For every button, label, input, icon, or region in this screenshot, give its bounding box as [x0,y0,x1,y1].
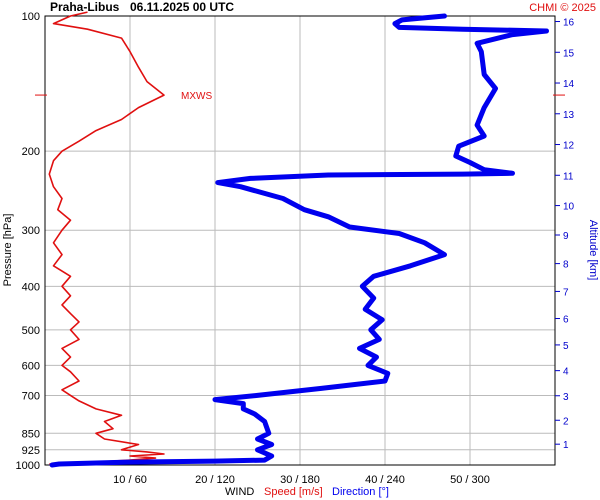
wind-direction-line [49,13,549,468]
altitude-tick-label: 6 [563,315,569,326]
wind-tick-label: 50 / 300 [450,474,490,486]
pressure-tick-label: 200 [22,146,40,158]
altitude-tick-label: 10 [563,202,575,213]
wind-tick-label: 20 / 120 [195,474,235,486]
altitude-tick-label: 16 [563,18,575,29]
altitude-tick-label: 15 [563,48,575,59]
pressure-tick-label: 300 [22,225,40,237]
altitude-tick-label: 3 [563,392,569,403]
x-caption-direction: Direction [°] [332,486,389,498]
series-layer [48,11,549,468]
altitude-tick-label: 2 [563,416,569,427]
altitude-tick-label: 7 [563,287,569,298]
x-caption-speed: Speed [m/s] [264,486,323,498]
x-caption-prefix: WIND [225,486,254,498]
pressure-tick-label: 100 [22,11,40,23]
altitude-tick-label: 12 [563,141,575,152]
pressure-tick-label: 850 [22,428,40,440]
pressure-tick-label: 500 [22,325,40,337]
pressure-tick-label: 400 [22,281,40,293]
grid [45,16,555,465]
altitude-tick-label: 14 [563,79,575,90]
y2-axis-label: Altitude [km] [587,220,599,281]
station-title: Praha-Libus [50,0,120,14]
altitude-tick-label: 11 [563,171,574,182]
altitude-tick-label: 8 [563,260,569,271]
wind-speed-line [48,11,165,465]
pressure-tick-label: 600 [22,360,40,372]
wind-tick-label: 10 / 60 [113,474,147,486]
wind-tick-label: 40 / 240 [365,474,405,486]
datetime-title: 06.11.2025 00 UTC [130,0,234,14]
x-axis-caption: WIND Speed [m/s] Direction [°] [225,486,389,498]
mxws-label: MXWS [181,91,212,102]
pressure-tick-label: 1000 [16,460,40,472]
altitude-tick-label: 4 [563,367,569,378]
wind-tick-label: 30 / 180 [280,474,320,486]
plot-border [44,15,556,466]
altitude-tick-label: 9 [563,231,569,242]
credit: CHMI © 2025 [529,2,596,14]
plot-frame [44,15,556,466]
y-axis-label: Pressure [hPa] [2,214,14,287]
altitude-tick-label: 5 [563,341,569,352]
altitude-tick-label: 13 [563,110,575,121]
pressure-tick-label: 700 [22,390,40,402]
pressure-tick-label: 925 [22,445,40,457]
altitude-tick-label: 1 [563,440,569,451]
